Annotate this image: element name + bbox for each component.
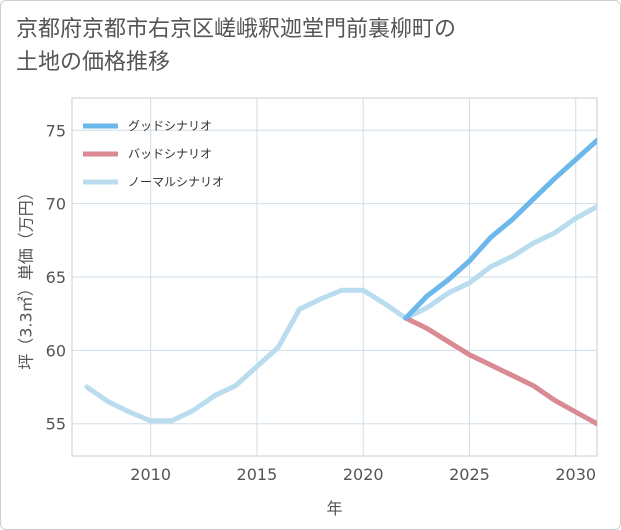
grid	[71, 97, 598, 457]
y-tick-label: 65	[46, 268, 66, 287]
x-tick-label: 2010	[130, 465, 171, 484]
chart-title-line-2: 土地の価格推移	[16, 50, 171, 75]
legend-label: ノーマルシナリオ	[128, 175, 224, 189]
y-tick-label: 55	[46, 415, 66, 434]
x-tick-label: 2030	[555, 465, 596, 484]
chart-title-line-1: 京都府京都市右京区嵯峨釈迦堂門前裏柳町の	[16, 17, 457, 42]
x-tick-label: 2025	[449, 465, 490, 484]
series-lines	[84, 138, 597, 427]
y-tick-label: 75	[46, 121, 66, 140]
series-line-2	[84, 204, 597, 424]
y-axis-title: 坪（3.3㎡）単価（万円）	[17, 184, 36, 369]
legend-label: バッドシナリオ	[128, 147, 212, 161]
x-axis-title: 年	[326, 499, 342, 518]
legend-label: グッドシナリオ	[128, 119, 212, 133]
y-tick-label: 60	[46, 341, 66, 360]
series-line-0	[403, 138, 597, 321]
series-line-1	[403, 315, 597, 427]
axis-ticks: 2010 2015 2020 2025 2030 55 60 65 70 75	[46, 121, 596, 484]
y-tick-label: 70	[46, 195, 66, 214]
x-tick-label: 2020	[343, 465, 384, 484]
chart-title: 京都府京都市右京区嵯峨釈迦堂門前裏柳町の 土地の価格推移	[16, 13, 606, 79]
x-tick-label: 2015	[237, 465, 278, 484]
